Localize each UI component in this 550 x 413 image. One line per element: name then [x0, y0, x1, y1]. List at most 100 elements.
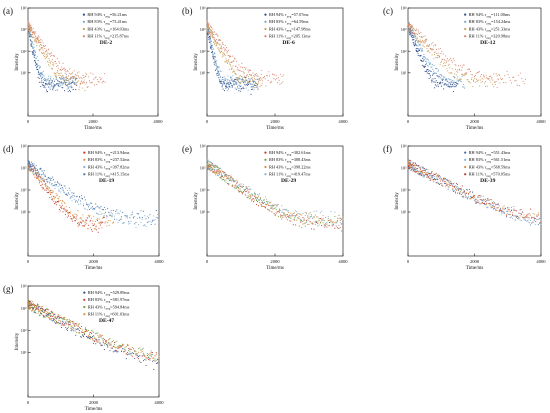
data-point: [421, 48, 423, 50]
data-point: [59, 210, 61, 212]
data-point: [35, 170, 37, 172]
data-point: [124, 214, 126, 217]
data-point: [215, 165, 217, 167]
data-point: [242, 185, 244, 187]
data-point: [435, 72, 437, 74]
data-point: [328, 224, 331, 226]
data-point: [128, 353, 130, 355]
data-point: [91, 330, 93, 332]
data-point: [35, 312, 37, 314]
data-point: [218, 74, 220, 76]
data-point: [437, 57, 439, 59]
data-point: [209, 169, 211, 171]
data-point: [260, 205, 263, 207]
data-point: [209, 37, 211, 39]
data-point: [44, 47, 46, 50]
data-point: [31, 30, 33, 32]
data-point: [149, 220, 151, 222]
data-point: [87, 214, 89, 216]
data-point: [100, 221, 102, 223]
data-point: [209, 167, 211, 169]
data-point: [58, 189, 60, 191]
data-point: [235, 77, 237, 79]
data-point: [30, 40, 32, 42]
data-point: [58, 84, 60, 86]
data-point: [484, 85, 487, 87]
data-point: [334, 222, 336, 224]
data-point: [540, 217, 542, 219]
data-point: [84, 90, 86, 92]
data-point: [34, 33, 36, 35]
data-point: [39, 39, 41, 41]
data-point: [433, 58, 435, 60]
data-point: [76, 325, 78, 327]
data-point: [214, 55, 217, 57]
data-point: [50, 184, 52, 186]
data-point: [59, 183, 61, 185]
data-point: [52, 311, 54, 314]
data-point: [123, 344, 125, 346]
data-point: [236, 187, 238, 189]
data-point: [104, 339, 107, 341]
data-point: [117, 347, 119, 350]
data-point: [249, 78, 251, 80]
data-point: [56, 315, 58, 318]
data-point: [64, 69, 66, 71]
data-point: [61, 77, 63, 79]
chart-panel: 0 2000 400010¹10²10³10⁴Time/msIntensity(f)…: [383, 144, 546, 271]
data-point: [27, 307, 29, 309]
data-point: [49, 182, 51, 184]
data-point: [66, 319, 69, 321]
data-point: [217, 66, 219, 68]
data-point: [76, 218, 78, 220]
data-point: [529, 214, 531, 216]
data-point: [248, 83, 250, 85]
data-point: [30, 34, 32, 37]
data-point: [61, 204, 63, 206]
data-point: [312, 222, 314, 224]
data-point: [415, 171, 417, 173]
data-point: [234, 83, 236, 85]
data-point: [257, 82, 260, 84]
data-point: [246, 82, 249, 84]
data-point: [64, 192, 66, 194]
data-point: [286, 219, 289, 221]
data-point: [527, 216, 529, 218]
y-tick-label: 10⁴: [401, 6, 407, 11]
data-point: [43, 80, 45, 82]
data-point: [244, 68, 246, 70]
data-point: [54, 188, 56, 190]
data-point: [76, 215, 78, 217]
data-point: [30, 34, 32, 36]
data-point: [49, 192, 51, 194]
data-point: [441, 183, 443, 185]
data-point: [413, 39, 415, 41]
data-point: [422, 35, 424, 37]
legend-entry: RH 11% τavg=601.03ms: [88, 312, 130, 318]
data-point: [431, 49, 433, 51]
data-point: [247, 188, 249, 190]
data-point: [502, 206, 504, 208]
data-point: [222, 88, 224, 90]
data-point: [101, 82, 103, 84]
data-point: [229, 80, 231, 82]
data-point: [211, 34, 213, 36]
data-point: [120, 350, 123, 352]
data-point: [206, 20, 208, 22]
data-point: [454, 73, 456, 75]
data-point: [142, 225, 145, 227]
data-point: [209, 30, 211, 32]
data-point: [151, 219, 154, 221]
data-point: [42, 178, 44, 180]
data-point: [449, 59, 451, 61]
data-point: [85, 202, 87, 204]
data-point: [322, 215, 324, 217]
data-point: [303, 217, 305, 219]
data-point: [115, 341, 117, 343]
data-point: [468, 189, 470, 191]
data-point: [261, 69, 263, 72]
data-point: [76, 328, 78, 330]
data-point: [214, 40, 216, 42]
data-point: [257, 81, 259, 83]
